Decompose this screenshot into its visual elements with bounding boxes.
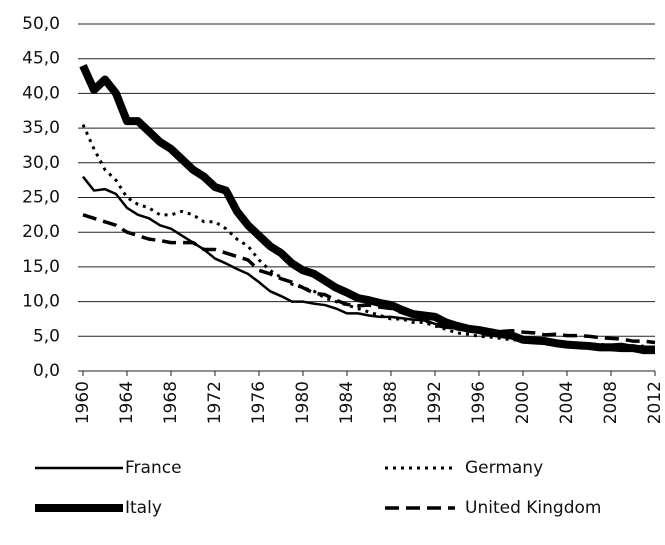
legend-label: United Kingdom <box>465 498 601 518</box>
x-tick-label: 2012 <box>645 381 665 424</box>
x-tick-label: 1980 <box>293 381 313 424</box>
y-tick-label: 0,0 <box>33 361 60 381</box>
y-tick-label: 15,0 <box>22 257 60 277</box>
x-tick-label: 1968 <box>161 381 181 424</box>
x-tick-label: 1992 <box>425 381 445 424</box>
y-tick-label: 30,0 <box>22 153 60 173</box>
legend-label: France <box>125 458 182 478</box>
x-tick-label: 2000 <box>513 381 533 424</box>
series-line <box>82 213 656 345</box>
y-tick-label: 40,0 <box>22 83 60 103</box>
x-tick-label: 2008 <box>601 381 621 424</box>
x-tick-label: 1964 <box>117 381 137 424</box>
y-tick-label: 5,0 <box>33 326 60 346</box>
x-tick-label: 1988 <box>381 381 401 424</box>
y-tick-label: 50,0 <box>22 14 60 34</box>
x-tick-label: 2004 <box>557 381 577 424</box>
legend-label: Italy <box>125 498 162 518</box>
y-tick-label: 25,0 <box>22 188 60 208</box>
y-tick-label: 20,0 <box>22 222 60 242</box>
y-tick-label: 10,0 <box>22 292 60 312</box>
x-tick-label: 1984 <box>337 381 357 424</box>
x-tick-label: 1976 <box>249 381 269 424</box>
x-tick-label: 1996 <box>469 381 489 424</box>
series-line <box>82 175 655 348</box>
y-tick-label: 45,0 <box>22 49 60 69</box>
series-line <box>79 63 655 355</box>
x-tick-label: 1960 <box>73 381 93 424</box>
legend-label: Germany <box>465 458 543 478</box>
y-tick-label: 35,0 <box>22 118 60 138</box>
x-tick-label: 1972 <box>205 381 225 424</box>
